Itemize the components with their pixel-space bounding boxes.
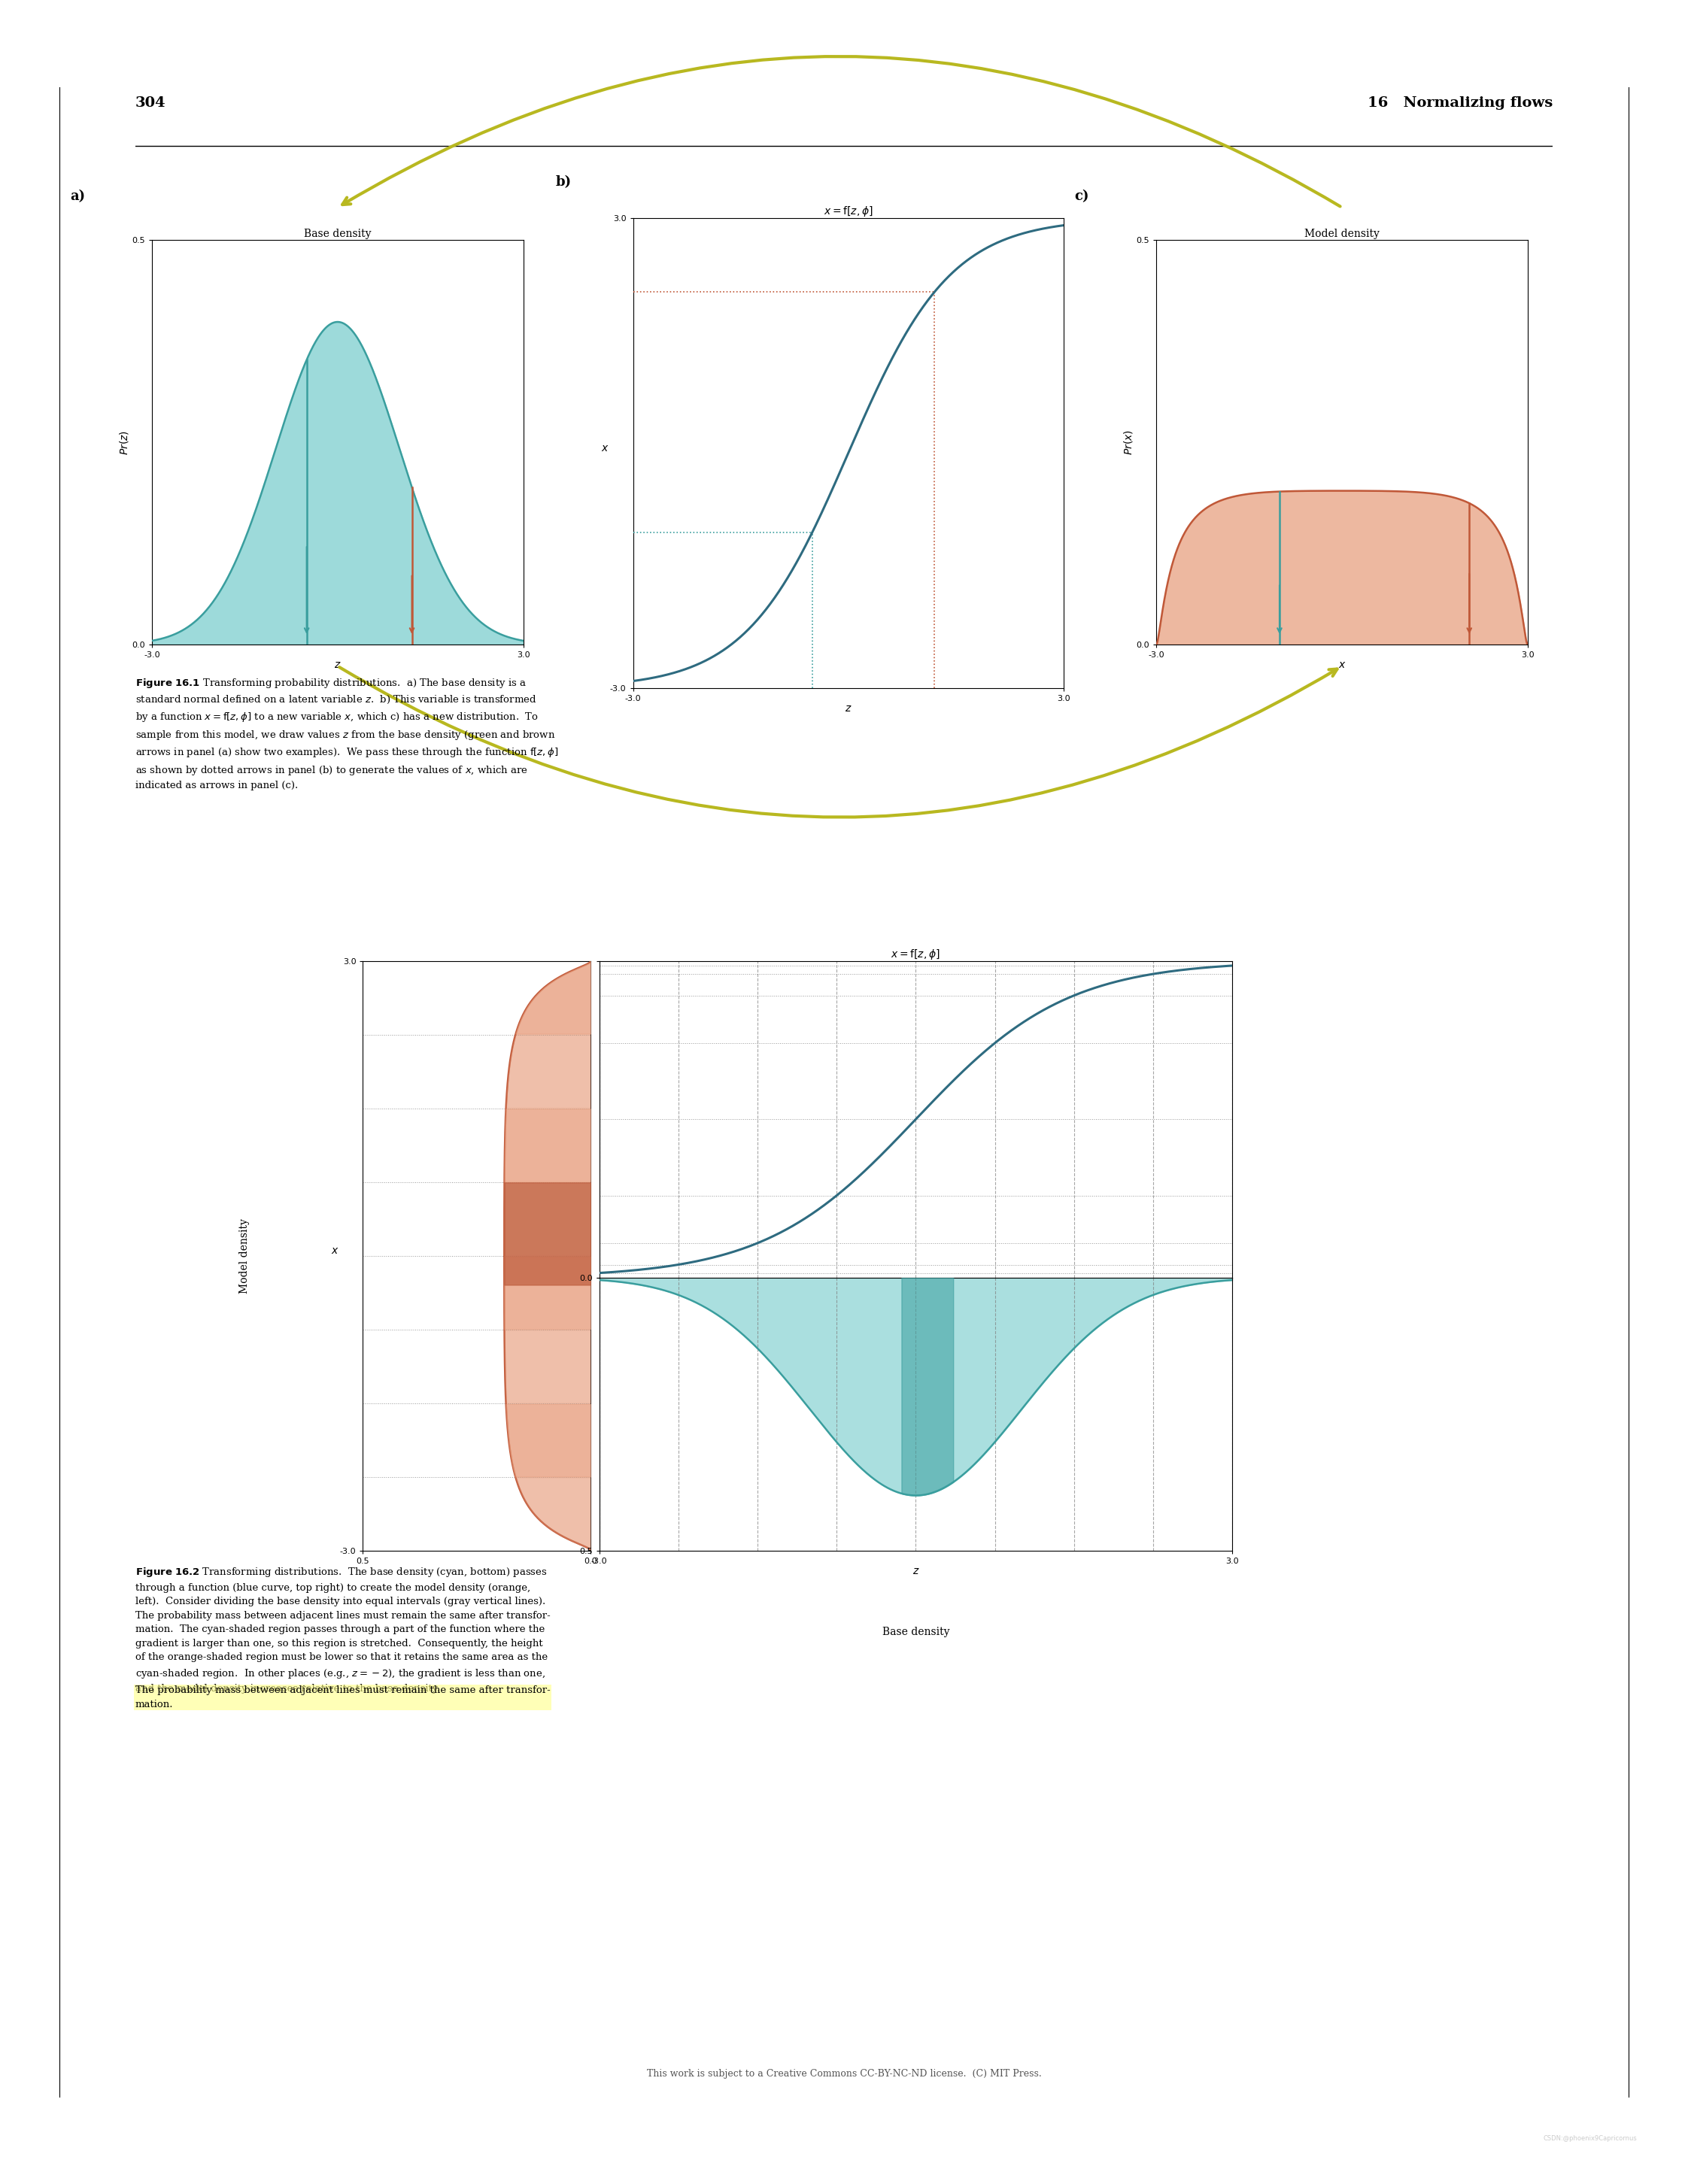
Text: CSDN:@phoenix9Capricornus: CSDN:@phoenix9Capricornus — [1543, 2134, 1637, 2143]
Text: $\mathbf{Figure\ 16.1}$ Transforming probability distributions.  a) The base den: $\mathbf{Figure\ 16.1}$ Transforming pro… — [135, 677, 559, 791]
Y-axis label: $Pr(z)$: $Pr(z)$ — [118, 430, 130, 454]
X-axis label: $z$: $z$ — [334, 660, 341, 670]
Text: a): a) — [71, 190, 86, 203]
Text: b): b) — [555, 175, 572, 188]
Title: Base density: Base density — [304, 229, 371, 240]
Text: This work is subject to a Creative Commons CC-BY-NC-ND license.  (C) MIT Press.: This work is subject to a Creative Commo… — [647, 2068, 1041, 2079]
Text: The probability mass between adjacent lines must remain the same after transfor-: The probability mass between adjacent li… — [135, 1686, 550, 1710]
Text: $\mathbf{Figure\ 16.2}$ Transforming distributions.  The base density (cyan, bot: $\mathbf{Figure\ 16.2}$ Transforming dis… — [135, 1566, 550, 1695]
Y-axis label: $x$: $x$ — [331, 1245, 339, 1256]
Text: Base density: Base density — [883, 1627, 949, 1638]
Y-axis label: $Pr(x)$: $Pr(x)$ — [1123, 430, 1134, 454]
Text: Model density: Model density — [240, 1219, 250, 1293]
Text: c): c) — [1075, 190, 1089, 203]
X-axis label: $z$: $z$ — [844, 703, 852, 714]
Title: $x = \mathrm{f}[z, \phi]$: $x = \mathrm{f}[z, \phi]$ — [824, 205, 873, 218]
Text: 16   Normalizing flows: 16 Normalizing flows — [1367, 96, 1553, 109]
Title: $x = \mathrm{f}[z, \phi]$: $x = \mathrm{f}[z, \phi]$ — [891, 948, 940, 961]
X-axis label: $z$: $z$ — [912, 1566, 920, 1577]
Title: Model density: Model density — [1305, 229, 1379, 240]
Y-axis label: $x$: $x$ — [601, 443, 609, 452]
X-axis label: $x$: $x$ — [1339, 660, 1345, 670]
Text: 304: 304 — [135, 96, 165, 109]
